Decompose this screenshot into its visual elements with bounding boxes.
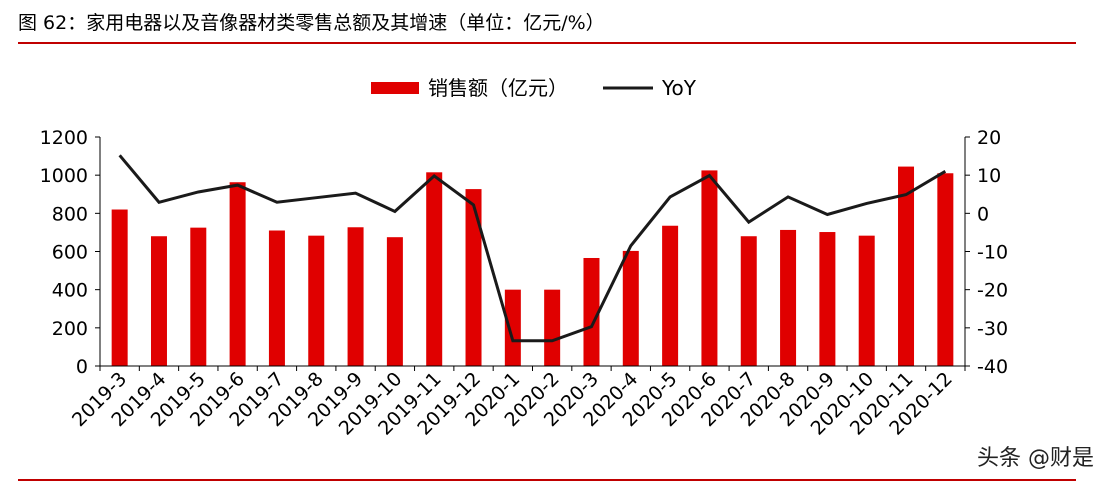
bar-2020-3 bbox=[583, 257, 600, 366]
right-tick-label: 20 bbox=[977, 127, 1001, 149]
bar-2019-3 bbox=[111, 209, 128, 366]
bar-2019-12 bbox=[465, 189, 482, 366]
left-tick-label: 400 bbox=[52, 280, 88, 302]
legend: 销售额（亿元） YoY bbox=[371, 76, 697, 100]
watermark: 头条 @财是 bbox=[977, 446, 1094, 471]
bar-2020-12 bbox=[937, 173, 954, 366]
bar-2019-4 bbox=[150, 236, 167, 366]
bar-2020-5 bbox=[662, 225, 679, 366]
bar-2020-6 bbox=[701, 170, 718, 366]
line-series bbox=[118, 154, 947, 343]
left-tick-label: 1200 bbox=[40, 127, 88, 149]
bar-2020-4 bbox=[622, 250, 639, 366]
bar-2020-9 bbox=[819, 232, 836, 366]
bar-2020-7 bbox=[740, 236, 757, 366]
bar-2020-2 bbox=[544, 289, 561, 366]
bar-series bbox=[111, 166, 954, 366]
left-tick-label: 0 bbox=[76, 356, 88, 378]
left-tick-label: 1000 bbox=[40, 165, 88, 187]
right-tick-label: 0 bbox=[977, 203, 989, 225]
legend-label-yoy: YoY bbox=[661, 76, 697, 100]
bar-2019-11 bbox=[426, 172, 443, 366]
left-tick-label: 800 bbox=[52, 203, 88, 225]
right-tick-label: -40 bbox=[977, 356, 1008, 378]
chart-title: 图 62：家用电器以及音像器材类零售总额及其增速（单位：亿元/%） bbox=[18, 12, 605, 34]
left-tick-label: 600 bbox=[52, 242, 88, 264]
title-divider bbox=[18, 42, 1076, 44]
legend-label-sales: 销售额（亿元） bbox=[428, 76, 568, 100]
bar-2019-9 bbox=[347, 227, 364, 366]
bar-2020-11 bbox=[898, 166, 915, 366]
legend-swatch-sales bbox=[371, 82, 419, 94]
yoy-line bbox=[118, 154, 947, 343]
bar-2020-8 bbox=[780, 229, 797, 366]
bar-2019-5 bbox=[190, 227, 207, 366]
bar-2020-1 bbox=[504, 289, 521, 366]
bar-2020-10 bbox=[858, 235, 875, 366]
right-tick-label: -10 bbox=[977, 242, 1008, 264]
bar-2019-8 bbox=[308, 235, 325, 366]
bar-2019-6 bbox=[229, 182, 246, 366]
right-tick-label: 10 bbox=[977, 165, 1001, 187]
right-tick-label: -30 bbox=[977, 318, 1008, 340]
bottom-divider bbox=[18, 479, 1076, 481]
left-tick-label: 200 bbox=[52, 318, 88, 340]
bar-2019-10 bbox=[386, 237, 403, 366]
bar-2019-7 bbox=[268, 230, 285, 366]
right-tick-label: -20 bbox=[977, 280, 1008, 302]
